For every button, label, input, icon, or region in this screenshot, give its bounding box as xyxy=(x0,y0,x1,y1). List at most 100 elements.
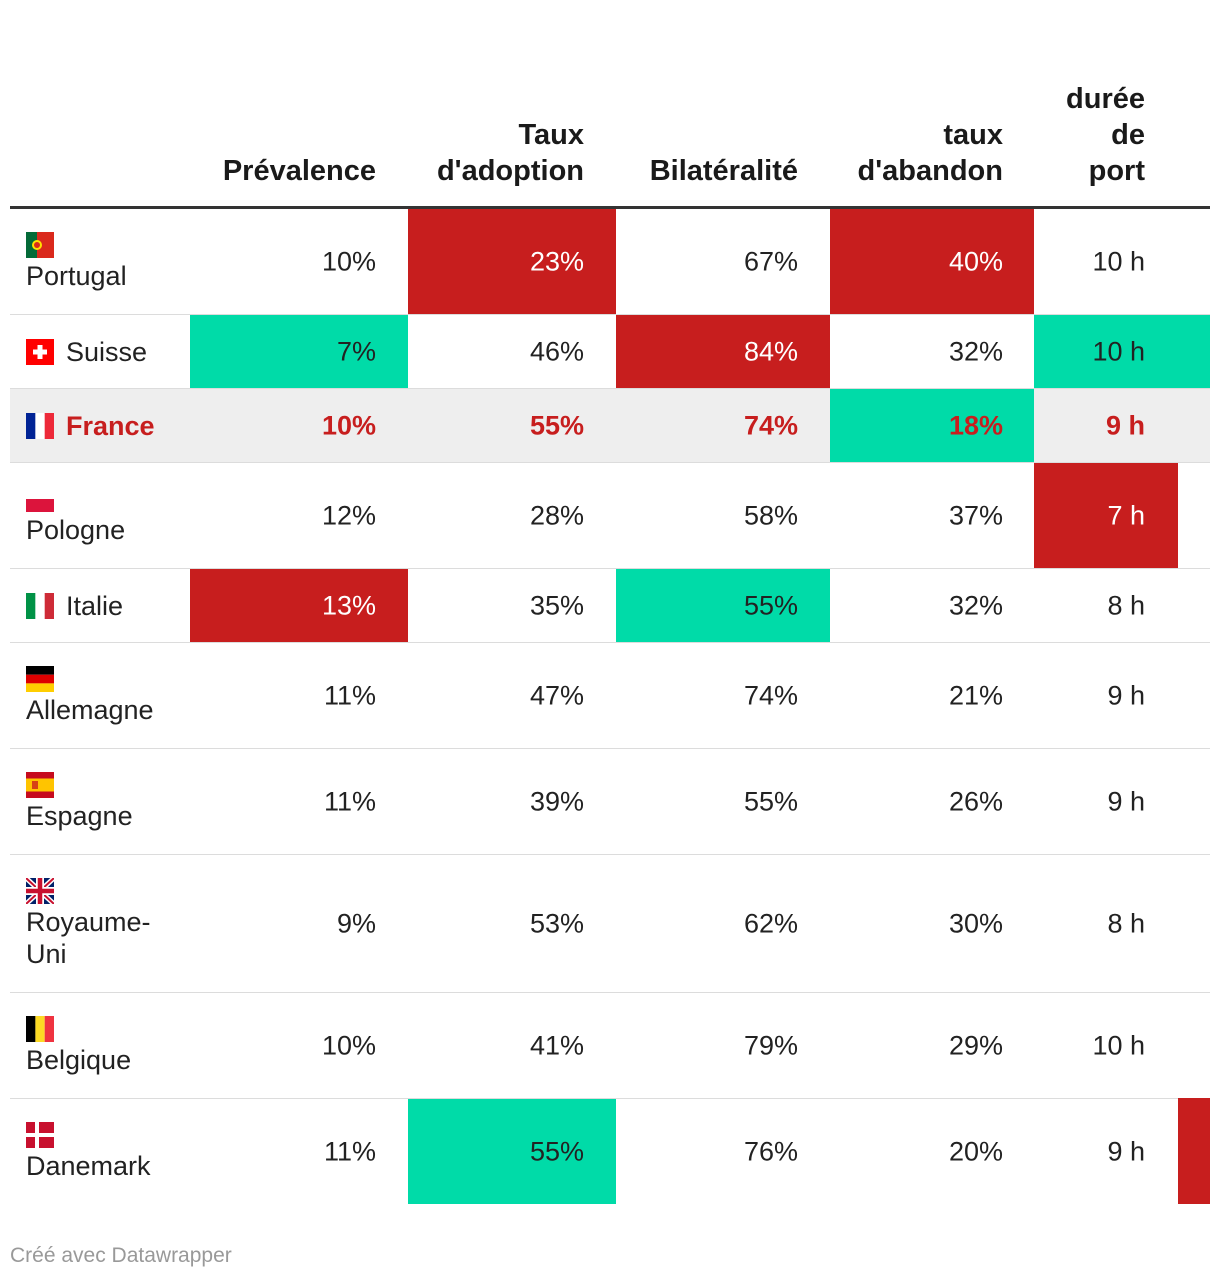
value-text: 76% xyxy=(743,1136,798,1166)
country-name: Portugal xyxy=(26,260,127,291)
value-text: 55% xyxy=(743,786,798,816)
column-header[interactable]: taux d'abandon xyxy=(858,117,1003,189)
value-text: 10% xyxy=(321,410,376,440)
value-cell: 55% xyxy=(408,1099,616,1204)
value-text: 79% xyxy=(743,1030,798,1060)
country-cell: Allemagne xyxy=(26,643,186,748)
country-name: Suisse xyxy=(66,336,148,367)
value-text: 8 h xyxy=(1107,908,1145,938)
poland-flag-icon xyxy=(26,485,54,512)
column-header-line: Prévalence xyxy=(222,155,376,187)
value-text: 20% xyxy=(948,1136,1003,1166)
value-text: 32% xyxy=(948,336,1003,366)
value-text: 40% xyxy=(948,246,1003,276)
column-header-line: d'adoption xyxy=(436,155,584,187)
value-text: 62% xyxy=(743,908,798,938)
table-row: Royaume- Uni 9% 53% 62% 30% 8 h xyxy=(10,855,1210,993)
value-cell: 55% xyxy=(616,569,830,642)
value-cell: 11% xyxy=(190,1099,408,1204)
value-cell: 74% xyxy=(616,389,830,462)
country-name-line: Uni xyxy=(26,938,67,969)
value-cell: 9 h xyxy=(1034,1099,1210,1204)
column-header-line: Taux xyxy=(518,119,584,151)
value-text: 8 h xyxy=(1107,590,1145,620)
table-row: Italie 13% 35% 55% 32% 8 h xyxy=(10,569,1210,643)
country-cell: Portugal xyxy=(26,209,186,314)
table-header: Prévalence Taux d'adoption Bilatéralité taux… xyxy=(10,0,1210,209)
value-cell: 29% xyxy=(830,993,1034,1098)
value-cell: 84% xyxy=(616,315,830,388)
denmark-flag-icon xyxy=(26,1121,54,1148)
value-cell: 26% xyxy=(830,749,1034,854)
column-header-line: d'abandon xyxy=(857,155,1003,187)
country-name: Belgique xyxy=(26,1044,132,1075)
value-cell: 37% xyxy=(830,463,1034,568)
value-cell: 8 h xyxy=(1034,569,1210,642)
value-text: 11% xyxy=(323,680,376,710)
table-row: Danemark 11% 55% 76% 20% 9 h xyxy=(10,1099,1210,1204)
value-cell: 9 h xyxy=(1034,749,1210,854)
value-text: 46% xyxy=(529,336,584,366)
column-header-line: de xyxy=(1111,119,1145,151)
value-cell: 10% xyxy=(190,389,408,462)
table-row: Pologne 12% 28% 58% 37% 7 h xyxy=(10,463,1210,569)
value-text: 55% xyxy=(529,410,584,440)
country-cell: Espagne xyxy=(26,749,186,854)
column-header[interactable]: Bilatéralité xyxy=(650,153,798,189)
value-text: 10% xyxy=(321,246,376,276)
value-text: 28% xyxy=(529,500,584,530)
portugal-flag-icon xyxy=(26,231,54,258)
country-name-line: Royaume- xyxy=(26,906,151,937)
value-cell: 32% xyxy=(830,315,1034,388)
uk-flag-icon xyxy=(26,877,54,904)
value-text: 9 h xyxy=(1105,410,1145,440)
germany-flag-icon xyxy=(26,665,54,692)
spain-flag-icon xyxy=(26,771,54,798)
value-cell: 39% xyxy=(408,749,616,854)
value-cell: 28% xyxy=(408,463,616,568)
country-cell: Belgique xyxy=(26,993,186,1098)
country-name: France xyxy=(66,410,155,441)
value-text: 21% xyxy=(948,680,1003,710)
value-cell: 10 h xyxy=(1034,209,1210,314)
value-text: 26% xyxy=(948,786,1003,816)
country-name: Allemagne xyxy=(26,694,154,725)
value-cell: 53% xyxy=(408,855,616,992)
footer-credit[interactable]: Créé avec Datawrapper xyxy=(10,1244,232,1267)
value-cell: 20% xyxy=(830,1099,1034,1204)
column-header[interactable]: durée de port xyxy=(1066,81,1145,189)
country-name: Royaume- Uni xyxy=(26,906,151,970)
value-text: 13% xyxy=(321,590,376,620)
value-text: 12% xyxy=(321,500,376,530)
value-cell: 9 h xyxy=(1034,643,1210,748)
value-text: 11% xyxy=(323,786,376,816)
value-cell: 74% xyxy=(616,643,830,748)
value-text: 7% xyxy=(336,336,376,366)
table-row: Allemagne 11% 47% 74% 21% 9 h xyxy=(10,643,1210,749)
country-cell: Royaume- Uni xyxy=(26,855,186,992)
value-text: 74% xyxy=(743,680,798,710)
value-text: 9% xyxy=(336,908,376,938)
column-header-line: durée xyxy=(1066,83,1145,115)
value-cell: 55% xyxy=(616,749,830,854)
value-cell: 21% xyxy=(830,643,1034,748)
france-flag-icon xyxy=(26,412,54,439)
value-text: 10 h xyxy=(1092,336,1145,366)
country-cell: France xyxy=(26,389,186,462)
country-cell: Suisse xyxy=(26,315,186,388)
value-text: 9 h xyxy=(1107,680,1145,710)
column-header[interactable]: Prévalence xyxy=(223,153,376,189)
value-text: 58% xyxy=(743,500,798,530)
value-text: 41% xyxy=(529,1030,584,1060)
column-header-line: taux xyxy=(943,119,1003,151)
table-row: Portugal 10% 23% 67% 40% 10 h xyxy=(10,209,1210,315)
value-cell: 11% xyxy=(190,749,408,854)
value-cell: 62% xyxy=(616,855,830,992)
value-cell: 40% xyxy=(830,209,1034,314)
italy-flag-icon xyxy=(26,592,54,619)
value-cell: 10% xyxy=(190,993,408,1098)
value-cell: 13% xyxy=(190,569,408,642)
country-name: Danemark xyxy=(26,1150,151,1181)
header-divider xyxy=(10,206,1210,209)
column-header[interactable]: Taux d'adoption xyxy=(437,117,584,189)
